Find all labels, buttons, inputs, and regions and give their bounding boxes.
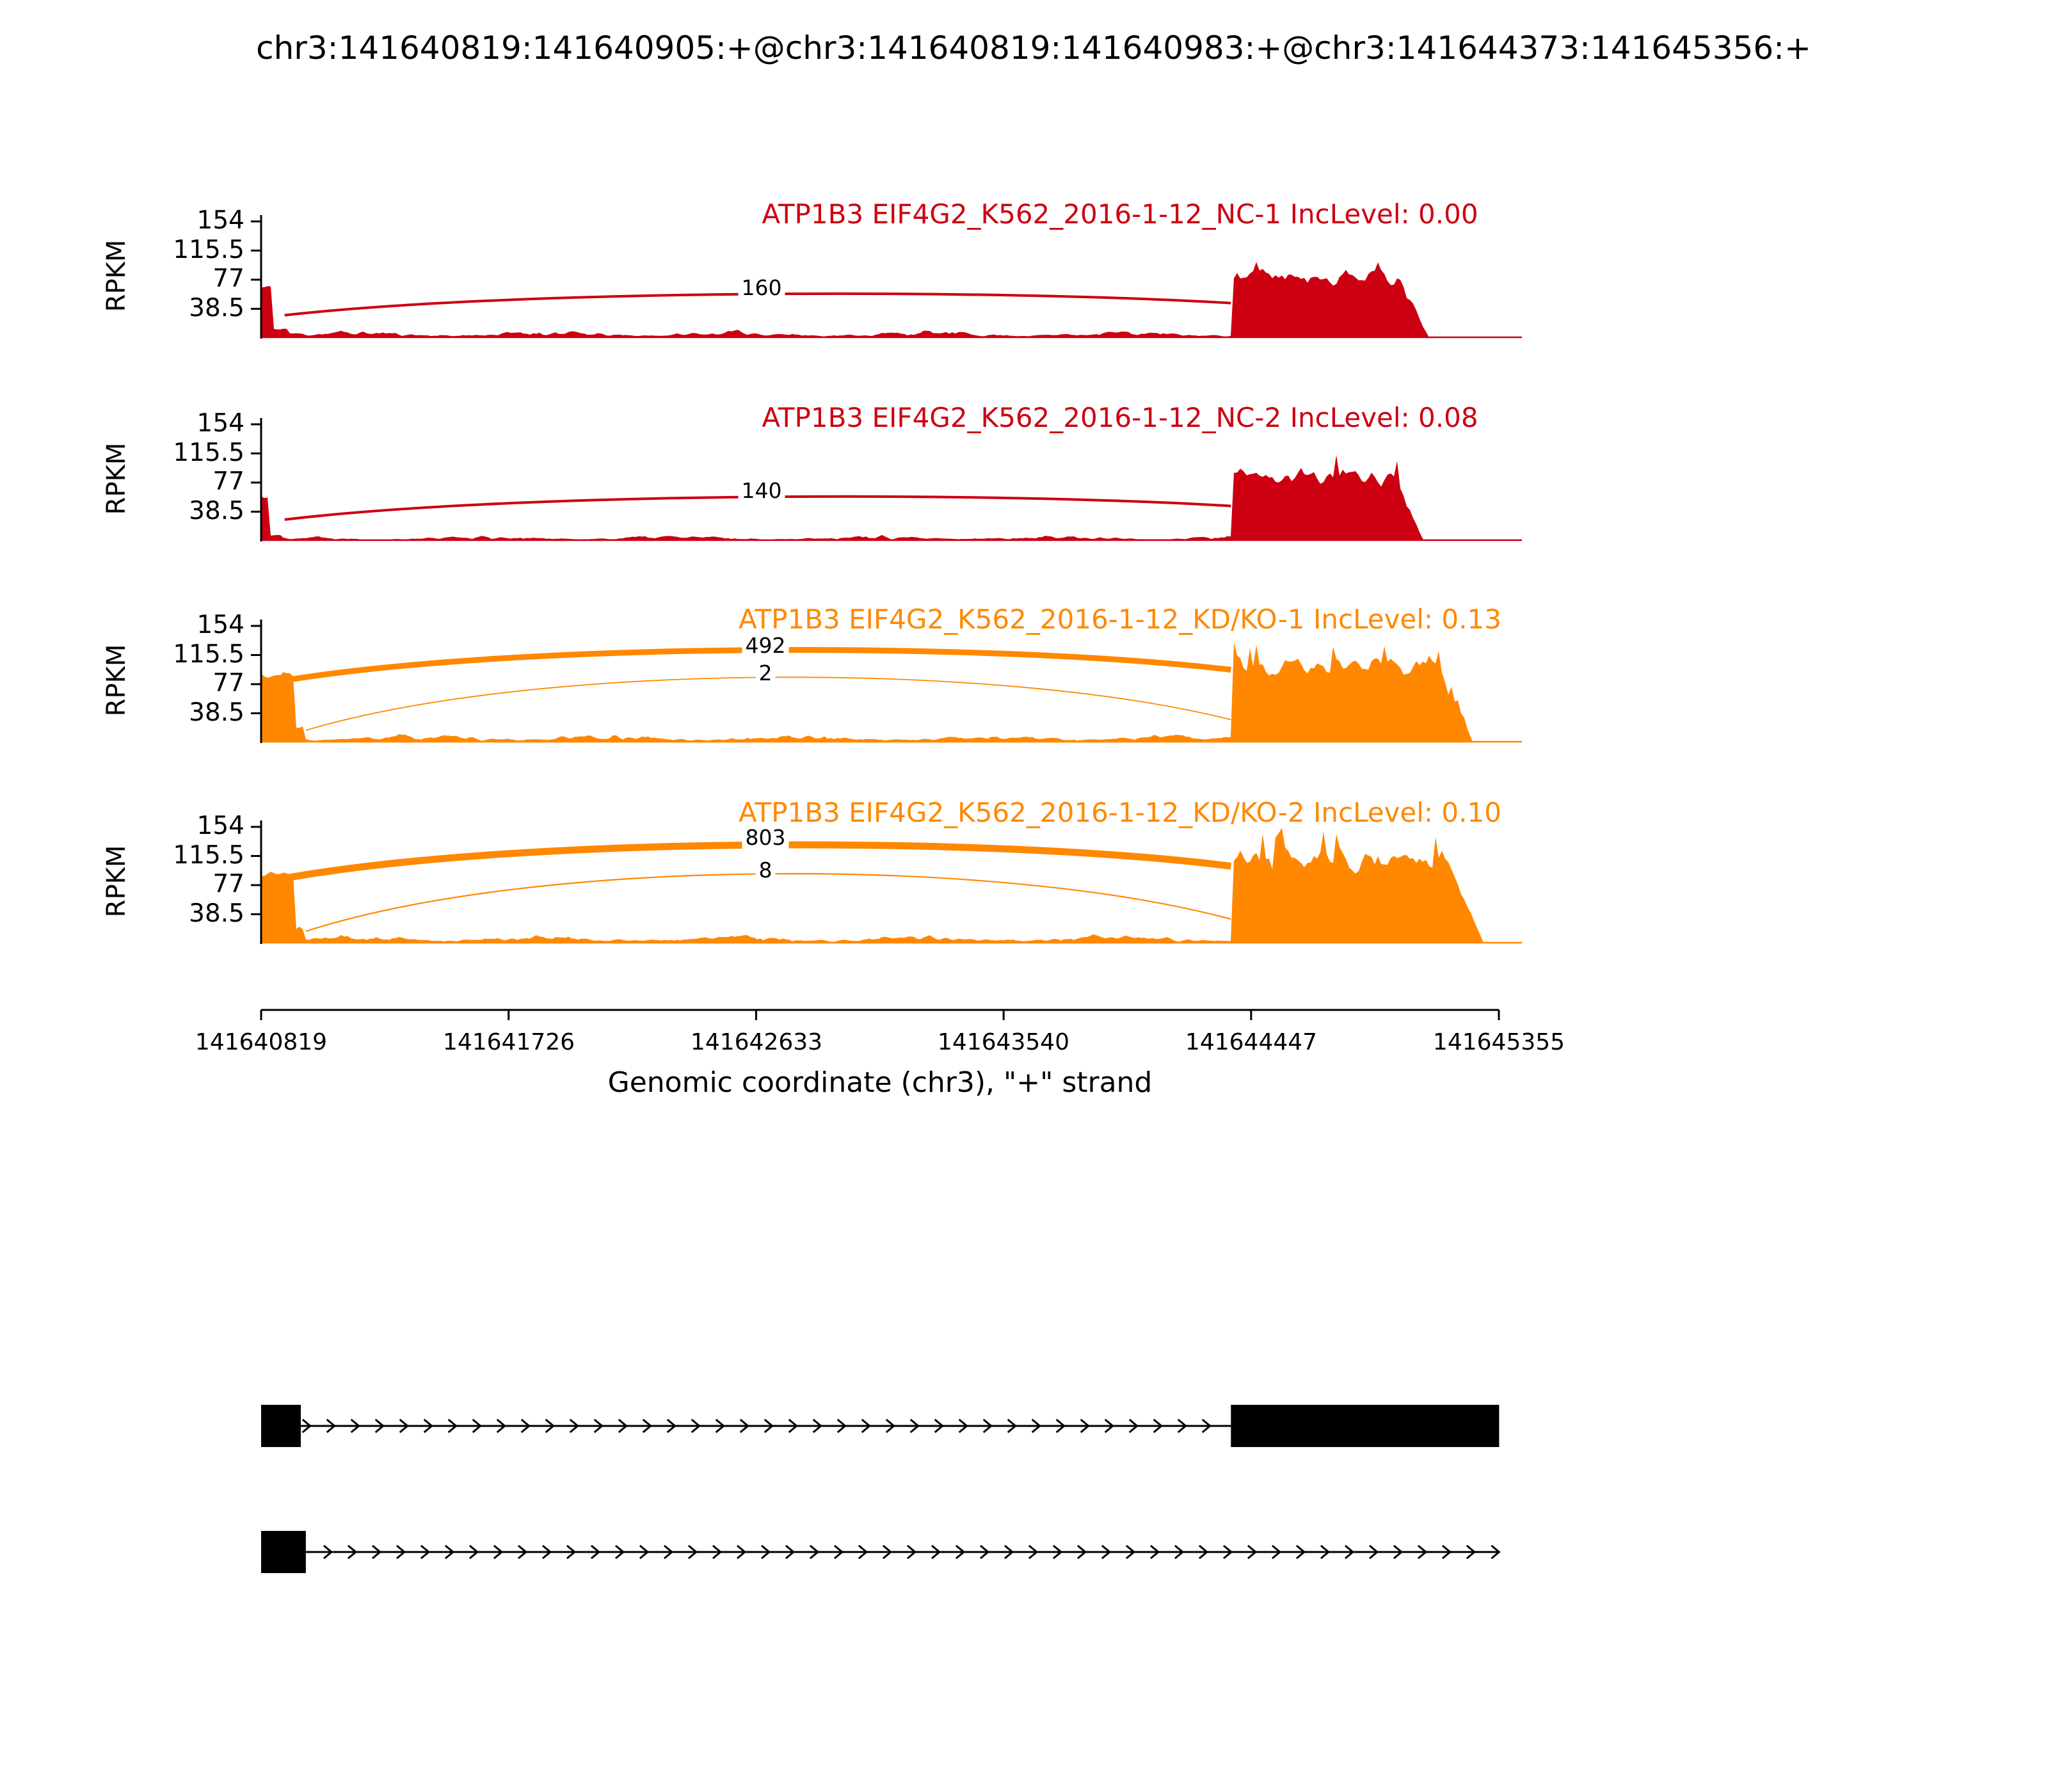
coverage-track-2 [261, 642, 1473, 742]
x-axis-title: Genomic coordinate (chr3), "+" strand [607, 1066, 1153, 1099]
junction-count-label: 8 [755, 858, 776, 883]
junction-count-label: 492 [742, 634, 789, 658]
y-tick-label: 77 [212, 264, 244, 293]
transcript-exon [1231, 1405, 1500, 1447]
x-tick-label: 141645355 [1432, 1029, 1565, 1055]
track-title-kdko1: ATP1B3 EIF4G2_K562_2016-1-12_KD/KO-1 Inc… [739, 604, 1501, 635]
junction-count-label: 2 [755, 661, 776, 685]
y-tick-label: 77 [212, 467, 244, 496]
coverage-track-3 [261, 828, 1484, 943]
y-axis-title: RPKM [102, 845, 131, 918]
y-axis-title: RPKM [102, 442, 131, 515]
y-tick-label: 154 [196, 409, 244, 438]
transcript-exon [261, 1405, 301, 1447]
x-tick-label: 141642633 [690, 1029, 823, 1055]
strand-arrow-icons [323, 1544, 1501, 1560]
coverage-track-1 [261, 454, 1424, 541]
y-axis-title: RPKM [102, 644, 131, 717]
junction-count-label: 803 [742, 826, 789, 850]
y-tick-label: 154 [196, 812, 244, 840]
track-title-nc1: ATP1B3 EIF4G2_K562_2016-1-12_NC-1 IncLev… [762, 198, 1478, 230]
x-tick-label: 141644447 [1185, 1029, 1318, 1055]
y-tick-label: 77 [212, 870, 244, 899]
junction-count-label: 160 [738, 276, 785, 300]
y-axis-title: RPKM [102, 239, 131, 312]
y-tick-label: 38.5 [189, 899, 244, 928]
track-title-nc2: ATP1B3 EIF4G2_K562_2016-1-12_NC-2 IncLev… [762, 402, 1478, 433]
x-tick-label: 141643540 [937, 1029, 1070, 1055]
coverage-track-0 [261, 262, 1430, 338]
junction-count-label: 140 [738, 479, 785, 503]
y-tick-label: 115.5 [173, 236, 244, 264]
y-tick-label: 115.5 [173, 841, 244, 870]
y-tick-label: 115.5 [173, 438, 244, 467]
y-tick-label: 38.5 [189, 294, 244, 323]
x-tick-label: 141640819 [195, 1029, 328, 1055]
y-tick-label: 77 [212, 669, 244, 698]
transcript-exon [261, 1531, 306, 1573]
y-tick-label: 38.5 [189, 497, 244, 525]
y-tick-label: 115.5 [173, 640, 244, 669]
strand-arrow-icons [301, 1418, 1212, 1434]
x-tick-label: 141641726 [442, 1029, 575, 1055]
figure-title: chr3:141640819:141640905:+@chr3:14164081… [256, 29, 1811, 67]
y-tick-label: 154 [196, 206, 244, 235]
y-tick-label: 154 [196, 611, 244, 639]
y-tick-label: 38.5 [189, 698, 244, 727]
track-title-kdko2: ATP1B3 EIF4G2_K562_2016-1-12_KD/KO-2 Inc… [739, 797, 1501, 828]
